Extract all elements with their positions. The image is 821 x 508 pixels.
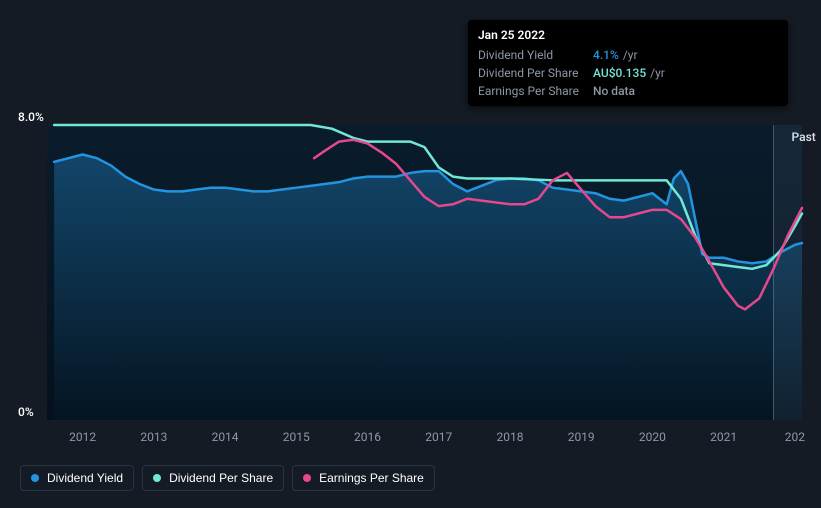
y-axis-label: 8.0% xyxy=(18,110,44,124)
x-axis-label: 2019 xyxy=(568,430,595,444)
x-axis-label: 2012 xyxy=(69,430,96,444)
x-axis-label: 2020 xyxy=(639,430,666,444)
tooltip-row: Earnings Per Share No data xyxy=(478,82,778,100)
legend-toggle-dividend-per-share[interactable]: Dividend Per Share xyxy=(142,465,284,491)
x-axis-label: 2018 xyxy=(496,430,523,444)
tooltip-date: Jan 25 2022 xyxy=(478,26,778,44)
tooltip-label: Dividend Per Share xyxy=(478,64,593,82)
x-axis-label: 2015 xyxy=(283,430,310,444)
legend-dot-icon xyxy=(31,474,39,482)
legend-toggle-earnings-per-share[interactable]: Earnings Per Share xyxy=(292,465,435,491)
legend-label: Dividend Yield xyxy=(47,471,123,485)
past-label: Past xyxy=(792,130,816,144)
x-axis-label: 2017 xyxy=(425,430,452,444)
y-axis-label: 0% xyxy=(18,405,34,419)
tooltip-unit: /yr xyxy=(650,64,665,82)
tooltip-label: Dividend Yield xyxy=(478,46,593,64)
tooltip-value: 4.1% xyxy=(593,46,619,64)
tooltip-unit: /yr xyxy=(623,46,638,64)
x-axis-label: 2013 xyxy=(140,430,167,444)
legend-label: Earnings Per Share xyxy=(319,471,424,485)
dividend-chart: Jan 25 2022 Dividend Yield 4.1% /yr Divi… xyxy=(0,0,821,508)
tooltip-label: Earnings Per Share xyxy=(478,82,593,100)
legend-label: Dividend Per Share xyxy=(169,471,273,485)
x-axis-label: 2021 xyxy=(710,430,737,444)
x-axis-label: 2014 xyxy=(212,430,239,444)
tooltip-row: Dividend Per Share AU$0.135 /yr xyxy=(478,64,778,82)
legend-dot-icon xyxy=(303,474,311,482)
legend-dot-icon xyxy=(153,474,161,482)
x-axis-label: 2016 xyxy=(354,430,381,444)
chart-legend: Dividend Yield Dividend Per Share Earnin… xyxy=(20,465,435,491)
tooltip-value: No data xyxy=(593,82,635,100)
chart-tooltip: Jan 25 2022 Dividend Yield 4.1% /yr Divi… xyxy=(468,20,788,106)
tooltip-row: Dividend Yield 4.1% /yr xyxy=(478,46,778,64)
legend-toggle-dividend-yield[interactable]: Dividend Yield xyxy=(20,465,134,491)
x-axis-label: 202 xyxy=(785,430,805,444)
tooltip-value: AU$0.135 xyxy=(593,64,646,82)
